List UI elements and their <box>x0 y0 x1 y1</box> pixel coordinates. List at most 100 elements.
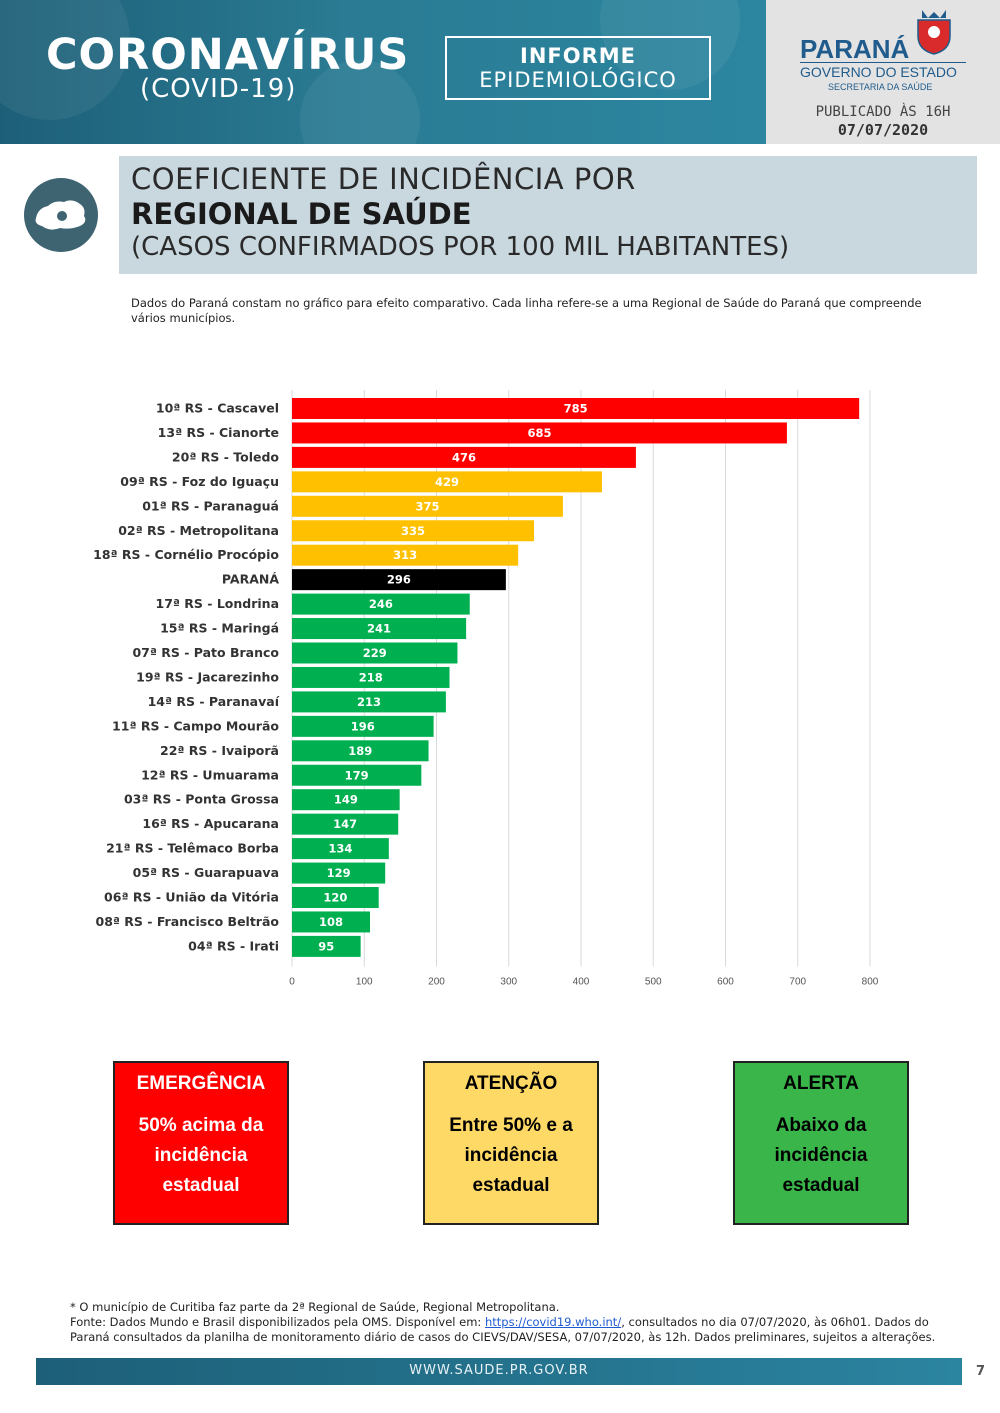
category-label: 11ª RS - Campo Mourão <box>112 718 279 733</box>
bar <box>292 495 563 517</box>
gov-name: PARANÁ <box>800 34 910 64</box>
category-label: 17ª RS - Londrina <box>156 596 280 611</box>
x-tick-label: 800 <box>862 976 879 987</box>
bar <box>292 691 446 713</box>
category-label: 03ª RS - Ponta Grossa <box>124 792 279 807</box>
category-label: 21ª RS - Telêmaco Borba <box>106 841 279 856</box>
bar <box>292 740 429 762</box>
category-label: 09ª RS - Foz do Iguaçu <box>120 474 279 489</box>
bar <box>292 862 386 884</box>
data-label: 241 <box>367 622 391 636</box>
who-link[interactable]: https://covid19.who.int/ <box>484 1315 622 1329</box>
legend-emergencia-title: EMERGÊNCIA <box>136 1073 266 1094</box>
government-panel: PARANÁ GOVERNO DO ESTADO SECRETARIA DA S… <box>766 0 1000 144</box>
brand-title: CORONAVÍRUS <box>46 30 410 80</box>
informe-line2: EPIDEMIOLÓGICO <box>479 68 677 92</box>
bar <box>292 593 470 615</box>
brand-subtitle: (COVID-19) <box>140 74 297 104</box>
bar <box>292 422 787 444</box>
bar <box>292 715 434 737</box>
bar <box>292 471 602 493</box>
category-label: 16ª RS - Apucarana <box>142 816 279 831</box>
category-label: 07ª RS - Pato Branco <box>132 645 279 660</box>
data-label: 429 <box>435 475 459 489</box>
bar <box>292 398 860 419</box>
chart-note: Dados do Paraná constam no gráfico para … <box>131 296 922 325</box>
x-tick-label: 700 <box>789 976 806 987</box>
incidence-bar-chart: 0 100 200 300 400 500 600 700 800 10ª RS - Cascav… <box>93 390 879 987</box>
bar <box>292 666 450 688</box>
data-label: 189 <box>348 744 372 758</box>
category-label: 15ª RS - Maringá <box>160 621 279 636</box>
data-label: 296 <box>387 573 411 587</box>
category-label: 12ª RS - Umuarama <box>141 767 279 782</box>
legend-emergencia-desc: 50% acima da incidência estadual <box>138 1115 264 1196</box>
x-tick-label: 400 <box>573 976 590 987</box>
legend-atencao-desc: Entre 50% e a incidência estadual <box>449 1115 573 1196</box>
data-label: 147 <box>333 817 357 831</box>
x-tick-label: 200 <box>428 976 445 987</box>
published-date: 07/07/2020 <box>837 121 929 139</box>
category-label: 02ª RS - Metropolitana <box>118 523 279 538</box>
informe-badge: INFORME EPIDEMIOLÓGICO <box>445 36 711 100</box>
bar <box>292 520 535 542</box>
category-label: 01ª RS - Paranaguá <box>142 498 279 513</box>
data-label: 120 <box>323 891 347 905</box>
footer-source-prefix: Fonte: Dados Mundo e Brasil disponibiliz… <box>70 1315 485 1329</box>
footer-notes: * O município de Curitiba faz parte da 2… <box>70 1300 950 1345</box>
bar <box>292 618 467 640</box>
legend-alerta-desc: Abaixo da incidência estadual <box>774 1115 868 1196</box>
published-time: PUBLICADO ÀS 16H <box>815 104 951 120</box>
section-title-line1: COEFICIENTE DE INCIDÊNCIA POR <box>131 162 636 196</box>
data-label: 134 <box>328 842 352 856</box>
data-label: 149 <box>334 793 358 807</box>
category-label: 04ª RS - Irati <box>188 938 279 953</box>
x-tick-label: 500 <box>645 976 662 987</box>
category-label: 05ª RS - Guarapuava <box>133 865 279 880</box>
crest-icon <box>917 10 951 55</box>
legend-alerta-title: ALERTA <box>783 1073 859 1094</box>
data-label: 375 <box>415 499 439 513</box>
category-label: 06ª RS - União da Vitória <box>104 890 279 905</box>
data-label: 129 <box>327 866 351 880</box>
category-label: 20ª RS - Toledo <box>172 449 279 464</box>
bar <box>292 935 361 957</box>
bar <box>292 838 389 860</box>
data-label: 476 <box>452 450 476 464</box>
bar <box>292 569 506 591</box>
footer-note-curitiba: * O município de Curitiba faz parte da 2… <box>70 1300 560 1314</box>
bar <box>292 911 371 933</box>
website-link[interactable]: WWW.SAUDE.PR.GOV.BR <box>409 1363 589 1378</box>
data-label: 108 <box>319 915 343 929</box>
data-label: 213 <box>357 695 381 709</box>
legend-atencao-title: ATENÇÃO <box>464 1073 558 1094</box>
legend-emergencia: EMERGÊNCIA 50% acima da incidência estad… <box>113 1061 289 1225</box>
category-label: PARANÁ <box>222 572 279 587</box>
footer-source-suffix: , consultados no dia 07/07/2020, às 06h0… <box>70 1315 936 1344</box>
category-label: 14ª RS - Paranavaí <box>148 694 280 709</box>
bar <box>292 789 400 811</box>
section-title-line2: REGIONAL DE SAÚDE <box>131 197 472 231</box>
legend-alerta: ALERTA Abaixo da incidência estadual <box>733 1061 909 1225</box>
category-label: 22ª RS - Ivaiporã <box>160 743 279 758</box>
x-tick-label: 0 <box>289 976 295 987</box>
x-tick-label: 300 <box>500 976 517 987</box>
bar <box>292 764 422 786</box>
data-label: 179 <box>345 768 369 782</box>
data-label: 218 <box>359 670 383 684</box>
data-label: 335 <box>401 524 425 538</box>
bar <box>292 813 399 835</box>
bottom-bar: WWW.SAUDE.PR.GOV.BR <box>36 1358 962 1385</box>
footer-source: Fonte: Dados Mundo e Brasil disponibiliz… <box>70 1315 950 1345</box>
category-label: 08ª RS - Francisco Beltrão <box>96 914 280 929</box>
bar <box>292 642 458 664</box>
data-label: 685 <box>527 426 551 440</box>
legend-atencao: ATENÇÃO Entre 50% e a incidência estadua… <box>423 1061 599 1225</box>
x-tick-label: 600 <box>717 976 734 987</box>
gov-line: GOVERNO DO ESTADO <box>800 64 957 80</box>
gov-secretaria: SECRETARIA DA SAÚDE <box>828 82 933 92</box>
bar <box>292 887 379 908</box>
bar <box>292 544 519 566</box>
informe-line1: INFORME <box>520 44 636 68</box>
section-title-line3: (CASOS CONFIRMADOS POR 100 MIL HABITANTE… <box>131 232 790 262</box>
